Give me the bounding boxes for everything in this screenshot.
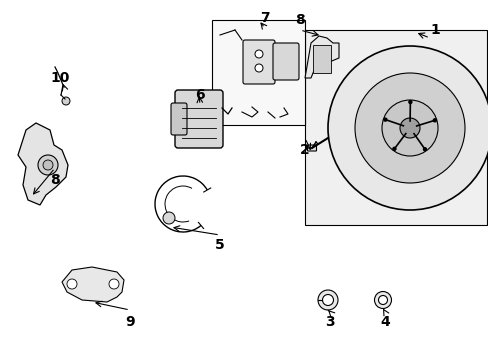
Circle shape (317, 290, 337, 310)
Text: 4: 4 (379, 315, 389, 329)
Text: 1: 1 (429, 23, 439, 37)
Circle shape (383, 118, 386, 121)
Circle shape (354, 73, 464, 183)
FancyBboxPatch shape (175, 90, 223, 148)
FancyBboxPatch shape (307, 145, 316, 151)
Text: 5: 5 (215, 238, 224, 252)
Circle shape (374, 292, 391, 309)
Circle shape (62, 97, 70, 105)
Text: 2: 2 (300, 143, 309, 157)
Circle shape (67, 279, 77, 289)
Circle shape (399, 118, 419, 138)
Text: 10: 10 (50, 71, 70, 85)
Circle shape (254, 50, 263, 58)
Polygon shape (62, 267, 124, 302)
Bar (312, 45, 330, 73)
Circle shape (254, 64, 263, 72)
Circle shape (43, 160, 53, 170)
Circle shape (322, 294, 333, 306)
Circle shape (381, 100, 437, 156)
Circle shape (378, 296, 386, 305)
Text: 9: 9 (125, 315, 135, 329)
Text: 3: 3 (325, 315, 334, 329)
Circle shape (408, 100, 411, 104)
Circle shape (432, 119, 435, 122)
Text: 6: 6 (195, 88, 204, 102)
Circle shape (163, 212, 175, 224)
Text: 7: 7 (260, 11, 269, 25)
Text: 8: 8 (295, 13, 304, 27)
Circle shape (327, 46, 488, 210)
FancyBboxPatch shape (272, 43, 298, 80)
Text: 8: 8 (50, 173, 60, 187)
Polygon shape (18, 123, 68, 205)
Bar (305, 30, 486, 225)
Circle shape (423, 148, 426, 151)
Polygon shape (305, 36, 338, 78)
FancyBboxPatch shape (171, 103, 186, 135)
Circle shape (392, 147, 395, 150)
FancyBboxPatch shape (243, 40, 274, 84)
Circle shape (109, 279, 119, 289)
Bar (212, 20, 305, 125)
Circle shape (38, 155, 58, 175)
